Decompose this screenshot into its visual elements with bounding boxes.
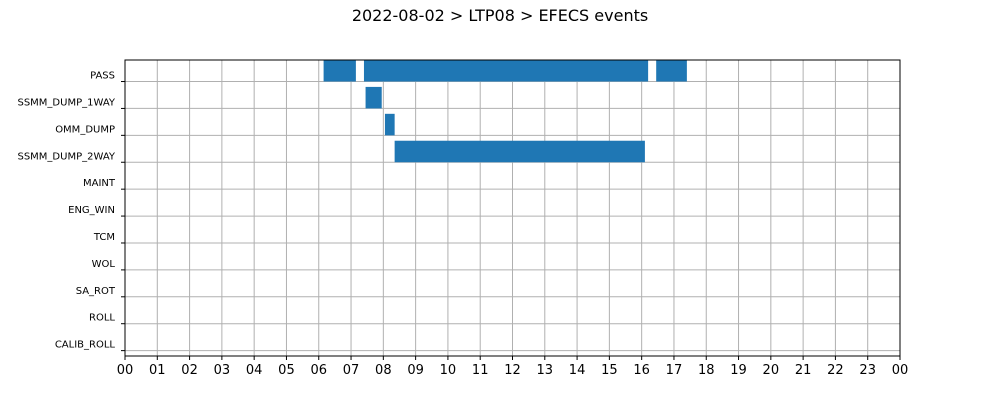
tick-layer: 00 01 02 03 04 05 06 07 08 09 10 11 12 13 14 15 16 17 18 19…	[17, 71, 908, 378]
y-tick-label: ENG_WIN	[68, 205, 115, 216]
x-tick-label: 07	[343, 363, 360, 378]
y-tick-label: MAINT	[83, 178, 116, 189]
x-tick-label: 17	[666, 363, 683, 378]
x-tick-label: 02	[181, 363, 198, 378]
y-tick-label: WOL	[92, 259, 116, 270]
x-tick-label: 10	[440, 363, 457, 378]
event-bar	[656, 60, 687, 82]
y-tick-label: CALIB_ROLL	[55, 340, 116, 351]
x-tick-label: 16	[633, 363, 650, 378]
x-tick-label: 08	[375, 363, 392, 378]
x-tick-label: 05	[278, 363, 295, 378]
event-bar	[384, 113, 395, 136]
x-tick-label: 14	[569, 363, 586, 378]
x-tick-label: 06	[310, 363, 327, 378]
bar-layer	[323, 60, 687, 163]
x-tick-label: 23	[859, 363, 876, 378]
event-bar	[394, 140, 645, 163]
x-tick-label: 21	[795, 363, 812, 378]
event-bar	[323, 60, 356, 82]
x-tick-label: 03	[214, 363, 231, 378]
x-tick-label: 00	[117, 363, 134, 378]
x-tick-label: 04	[246, 363, 263, 378]
grid-layer	[124, 60, 901, 356]
x-tick-label: 18	[698, 363, 715, 378]
x-tick-label: 09	[407, 363, 424, 378]
event-bar	[365, 86, 382, 109]
y-tick-label: ROLL	[89, 313, 115, 324]
y-tick-label: SSMM_DUMP_1WAY	[17, 97, 115, 108]
y-tick-label: SA_ROT	[76, 286, 116, 297]
x-tick-label: 12	[504, 363, 521, 378]
y-tick-label: PASS	[90, 71, 115, 82]
event-bar	[363, 60, 649, 82]
y-tick-label: SSMM_DUMP_2WAY	[17, 151, 115, 162]
chart-title: 2022-08-02 > LTP08 > EFECS events	[351, 6, 649, 25]
x-tick-label: 13	[537, 363, 554, 378]
x-tick-label: 15	[601, 363, 618, 378]
x-tick-label: 22	[827, 363, 844, 378]
x-tick-label: 20	[763, 363, 780, 378]
x-tick-label: 01	[149, 363, 166, 378]
y-tick-label: TCM	[93, 232, 115, 243]
x-tick-label: 00	[892, 363, 909, 378]
x-tick-label: 19	[730, 363, 747, 378]
y-tick-label: OMM_DUMP	[55, 124, 115, 135]
x-tick-label: 11	[472, 363, 489, 378]
